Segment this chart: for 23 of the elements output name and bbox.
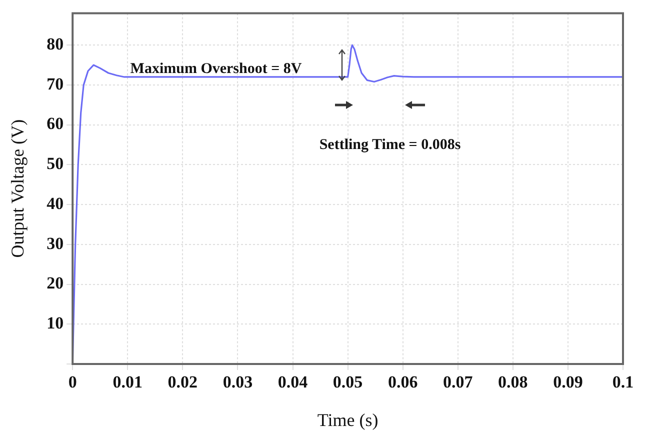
x-tick-label: 0.1 <box>612 372 634 392</box>
x-tick-label: 0.02 <box>168 372 198 392</box>
y-tick-label: 50 <box>46 154 64 174</box>
y-tick-label: 80 <box>46 34 64 54</box>
x-tick-label: 0.06 <box>388 372 418 392</box>
annotation: Maximum Overshoot = 8V <box>130 60 302 77</box>
y-tick-label: 60 <box>46 114 64 134</box>
y-tick-label: 70 <box>46 74 64 94</box>
x-tick-label: 0.01 <box>112 372 143 392</box>
y-axis-title: Output Voltage (V) <box>8 119 28 258</box>
y-tick-label: 40 <box>46 194 64 213</box>
annotation: Settling Time = 0.008s <box>319 136 461 153</box>
y-tick-label: 30 <box>46 234 64 253</box>
y-tick-label: 20 <box>46 274 64 293</box>
y-tick-label: 10 <box>46 314 64 333</box>
x-axis-title: Time (s) <box>317 410 378 430</box>
x-tick-label: 0.03 <box>222 372 253 392</box>
x-tick-label: 0 <box>68 372 77 392</box>
x-tick-label: 0.07 <box>443 372 474 392</box>
x-tick-label: 0.09 <box>553 372 583 392</box>
x-tick-label: 0.08 <box>498 372 528 392</box>
x-tick-label: 0.05 <box>332 372 363 392</box>
x-tick-label: 0.04 <box>278 372 308 392</box>
